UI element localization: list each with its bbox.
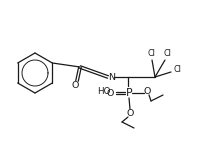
Text: N: N — [108, 73, 115, 82]
Text: O: O — [106, 89, 114, 97]
Text: Cl: Cl — [173, 66, 181, 75]
Text: Cl: Cl — [163, 49, 171, 58]
Text: P: P — [126, 88, 132, 98]
Text: O: O — [71, 82, 79, 91]
Text: HO: HO — [97, 88, 111, 97]
Text: O: O — [126, 109, 134, 119]
Text: O: O — [143, 88, 151, 97]
Text: Cl: Cl — [147, 49, 155, 58]
